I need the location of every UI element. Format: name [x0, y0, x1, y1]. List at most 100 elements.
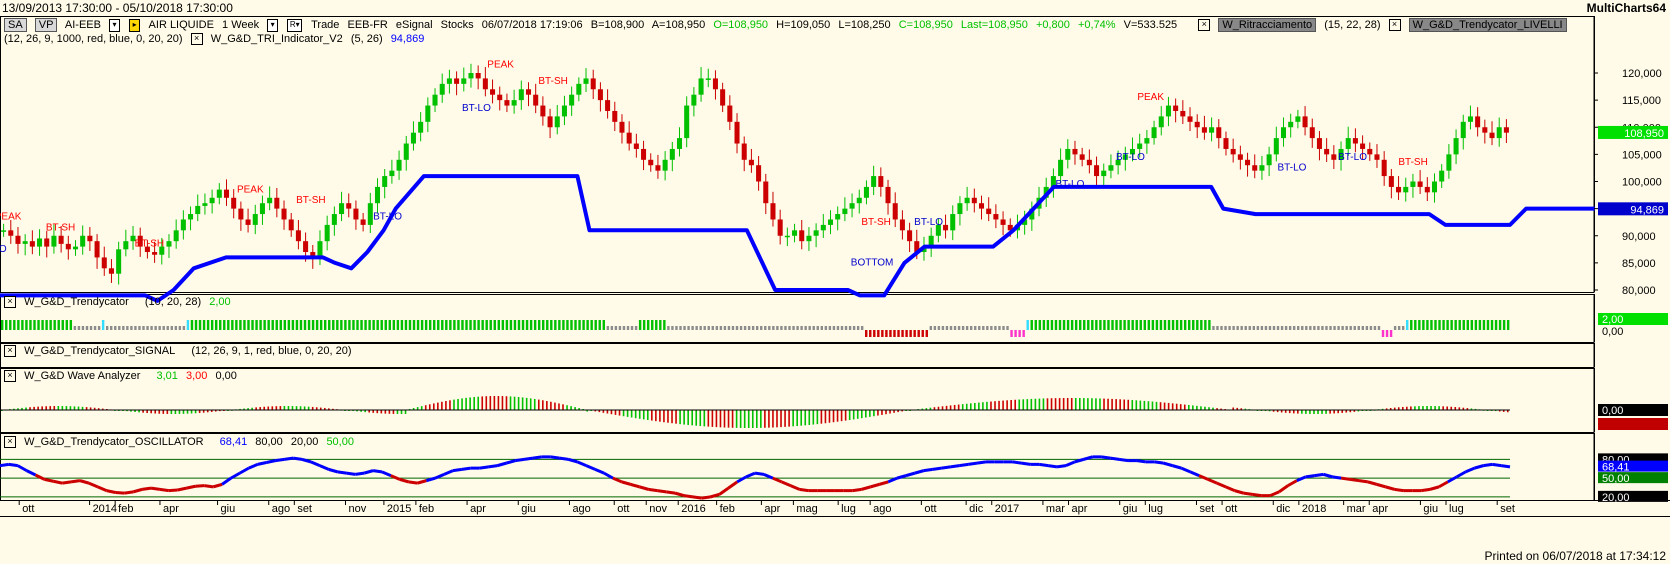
trendycator-bar	[198, 320, 202, 330]
trendycator-bar	[239, 320, 242, 330]
vp-button[interactable]: VP	[34, 18, 58, 32]
wave-bar	[29, 407, 31, 410]
wave-bar	[869, 410, 871, 417]
trendycator-bar	[1260, 326, 1264, 330]
symbol-dropdown-icon[interactable]: ▾	[109, 18, 121, 32]
trendycator-bar	[917, 330, 920, 337]
close-indicator-icon[interactable]: ×	[190, 33, 203, 46]
wave-bar	[1280, 410, 1283, 413]
trendycator-bar	[1111, 320, 1114, 330]
trendycator-bar	[1078, 320, 1082, 330]
oscillator-line-segment	[585, 464, 596, 471]
trendycator-bar	[251, 320, 254, 330]
candle-body	[353, 208, 359, 220]
wave-bar	[743, 410, 746, 428]
x-tick-label: ott	[22, 503, 34, 515]
x-tick-label: apr	[163, 503, 179, 515]
trendycator-bar	[707, 326, 710, 330]
trendycator-bar	[1127, 320, 1130, 330]
wave-bar	[1438, 406, 1440, 410]
trade-toggle-icon[interactable]: R▾	[287, 18, 303, 32]
candle-body	[676, 138, 683, 149]
oscillator-line-segment	[781, 480, 792, 488]
trendycator-bar	[231, 320, 234, 330]
wave-bar	[198, 410, 201, 413]
trendycator-bar	[683, 326, 686, 330]
trendycator-bar	[695, 326, 698, 330]
close-pane-icon[interactable]: ×	[4, 345, 16, 358]
candle-body	[1338, 148, 1344, 160]
wave-bar	[747, 410, 750, 428]
wave-bar	[291, 406, 294, 410]
candle-body	[188, 214, 194, 220]
trendycator-bar	[711, 326, 714, 330]
signal-label-lo: BT-LO	[462, 103, 491, 114]
wave-bar	[1135, 400, 1138, 410]
wave-bar	[1502, 410, 1505, 412]
candle-body	[907, 230, 913, 242]
wave-bar	[638, 410, 641, 419]
oscillator-line-segment	[346, 471, 356, 476]
trendycator-bar	[1002, 326, 1005, 330]
close-pane-icon[interactable]: ×	[4, 436, 16, 449]
close-pane-icon[interactable]: ×	[4, 296, 16, 309]
candle-body	[1417, 181, 1423, 187]
signal-label-lo: BT-LO	[1338, 152, 1367, 163]
oscillator-line-segment	[754, 471, 765, 476]
trendycator-bar	[77, 326, 81, 330]
indicator-ritracciamento[interactable]: W_Ritracciamento	[1218, 18, 1317, 32]
oscillator-line-segment	[1447, 475, 1458, 484]
trendycator-bar	[856, 326, 860, 330]
wave-bar	[570, 406, 572, 410]
candle-body	[511, 100, 517, 106]
wave-bar	[1002, 400, 1004, 410]
oscillator-line-segment	[1180, 466, 1191, 474]
wave-bar	[1155, 401, 1158, 410]
close-indicator-icon[interactable]: ×	[1388, 19, 1401, 31]
candle-body	[712, 78, 718, 90]
settings-icon[interactable]: ▸	[129, 18, 141, 32]
sa-button[interactable]: SA	[4, 18, 27, 32]
trendycator-bar	[533, 320, 537, 330]
trendycator-bar	[1325, 326, 1328, 330]
wave-bar	[210, 410, 213, 412]
trendycator-bar	[974, 326, 977, 330]
wave-bar	[1381, 408, 1384, 410]
wave-bar	[961, 404, 964, 410]
candle-body	[1460, 121, 1466, 139]
indicator-livelli[interactable]: W_G&D_Trendycator_LIVELLI	[1408, 18, 1567, 32]
close-indicator-icon[interactable]: ×	[1198, 19, 1211, 31]
period-dropdown-icon[interactable]: ▾	[267, 18, 279, 32]
wave-bar	[319, 407, 322, 410]
wave-bar	[469, 397, 471, 410]
trendycator-bar	[788, 326, 791, 330]
candle-body	[1252, 165, 1258, 171]
trendycator-bar	[699, 326, 702, 330]
candle-body	[1000, 219, 1006, 225]
candle-body	[720, 89, 726, 106]
trendycator-bar	[965, 326, 969, 330]
trendycator-bar	[558, 320, 561, 330]
candle-body	[245, 219, 251, 225]
wave-bar	[513, 396, 516, 410]
oscillator-line-segment	[621, 480, 632, 486]
trendycator-bar	[122, 326, 125, 330]
x-tick-label: apr	[1372, 503, 1388, 515]
trendycator-bar	[21, 320, 24, 330]
candle-body	[1209, 127, 1215, 133]
wave-bar	[457, 398, 459, 410]
oscillator-line-segment	[727, 480, 739, 490]
trendycator-bar	[719, 326, 723, 330]
signal-label-sh: BT-SH	[861, 217, 890, 228]
trendycator-bar	[634, 326, 638, 330]
wave-bar	[25, 407, 27, 410]
candle-body	[1489, 132, 1495, 139]
trendycator-bar	[921, 330, 924, 337]
candle-body	[339, 203, 345, 215]
wave-bar	[1050, 398, 1053, 410]
close-pane-icon[interactable]: ×	[4, 370, 16, 383]
trendycator-bar	[404, 320, 408, 330]
trendycator-bar	[194, 320, 198, 330]
price-tick-label: 120,000	[1622, 68, 1662, 80]
